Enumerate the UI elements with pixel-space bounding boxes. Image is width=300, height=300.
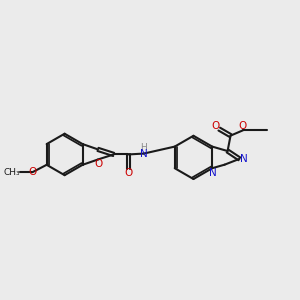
Text: N: N (209, 168, 217, 178)
Text: O: O (239, 121, 247, 131)
Text: O: O (94, 159, 102, 169)
Text: N: N (140, 148, 148, 159)
Text: N: N (240, 154, 248, 164)
Text: O: O (28, 167, 37, 177)
Text: O: O (212, 121, 220, 131)
Text: CH₃: CH₃ (3, 168, 20, 177)
Text: H: H (140, 143, 147, 152)
Text: O: O (124, 167, 133, 178)
